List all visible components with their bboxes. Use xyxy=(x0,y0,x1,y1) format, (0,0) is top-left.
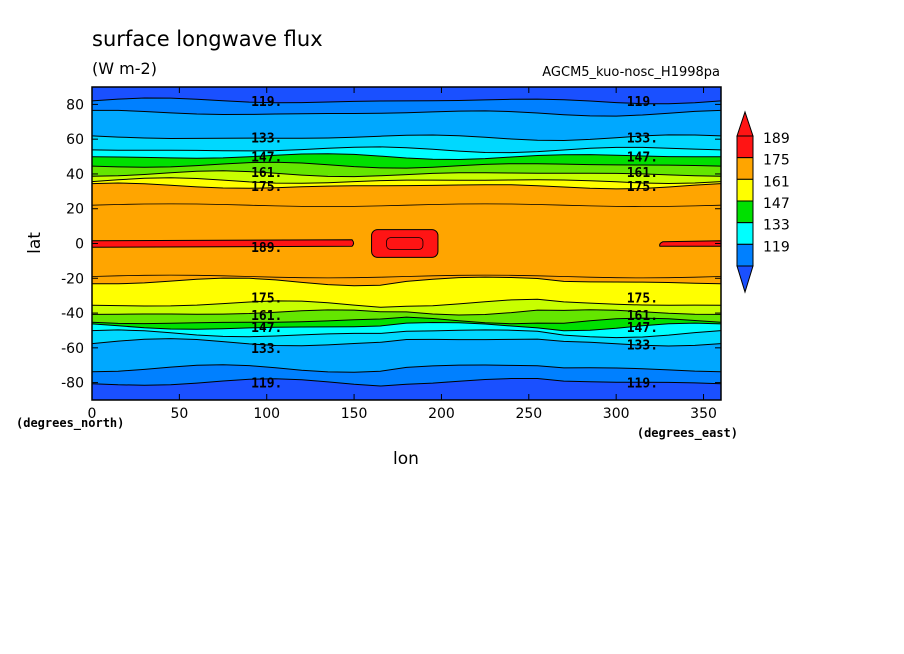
x-tick-label: 100 xyxy=(253,406,280,422)
contour-label: 189. xyxy=(251,241,282,256)
contour-label: 161. xyxy=(251,309,282,324)
contour-label: 133. xyxy=(251,342,282,357)
contour-line xyxy=(92,378,721,387)
contour-line xyxy=(92,97,721,105)
contour-line xyxy=(92,161,721,169)
contour-line xyxy=(92,109,721,117)
contour-label: 175. xyxy=(627,291,658,306)
colorbar-label: 147 xyxy=(763,196,790,212)
colorbar-label: 133 xyxy=(763,218,790,234)
colorbar-label: 189 xyxy=(763,131,790,147)
colorbar: 189 175 161 147 133 119 xyxy=(736,110,790,294)
colorbar-label: 119 xyxy=(763,239,790,255)
x-tick-label: 350 xyxy=(690,406,717,422)
run-label: AGCM5_kuo-nosc_H1998pa xyxy=(542,65,720,80)
contour-label: 119. xyxy=(627,377,658,392)
y-units-label: (degrees_north) xyxy=(16,416,124,431)
contour-fill xyxy=(92,87,721,400)
colorbar-above-arrow xyxy=(736,110,754,137)
contour-label: 119. xyxy=(627,95,658,110)
band-fill-south xyxy=(92,378,721,400)
y-tick-label: 80 xyxy=(66,97,84,113)
contour-label: 175. xyxy=(251,291,282,306)
maximum-region xyxy=(659,240,721,247)
contour-line xyxy=(92,177,721,185)
y-tick-label: -80 xyxy=(61,376,84,392)
x-tick-label: 200 xyxy=(428,406,455,422)
colorbar-segment xyxy=(736,200,754,224)
y-tick-label: 0 xyxy=(75,237,84,253)
y-tick-label: -60 xyxy=(61,341,84,357)
y-axis: -80 -60 -40 -20 0 20 40 60 80 xyxy=(61,97,721,392)
contour-line xyxy=(92,321,721,332)
contour-line xyxy=(92,316,721,325)
contour-lines xyxy=(92,97,721,387)
contour-line xyxy=(92,274,721,279)
contour-line xyxy=(92,146,721,154)
x-tick-label: 150 xyxy=(341,406,368,422)
colorbar-segment xyxy=(736,222,754,245)
contour-label: 161. xyxy=(251,166,282,181)
x-tick-label: 50 xyxy=(170,406,188,422)
contour-line xyxy=(92,338,721,347)
contour-line xyxy=(92,298,721,308)
contour-line xyxy=(92,170,721,178)
contour-line xyxy=(92,329,721,339)
contour-line xyxy=(92,364,721,373)
contour-label: 147. xyxy=(627,151,658,166)
contour-line xyxy=(92,309,721,316)
x-axis-label: lon xyxy=(393,449,419,469)
contour-line xyxy=(92,153,721,161)
contour-label: 133. xyxy=(251,131,282,146)
contour-label: 147. xyxy=(251,151,282,166)
contour-line xyxy=(92,203,721,208)
contour-label: 161. xyxy=(627,166,658,181)
colorbar-below-arrow xyxy=(736,265,754,294)
colorbar-segment xyxy=(736,157,754,180)
contour-label: 175. xyxy=(627,180,658,195)
contour-label: 147. xyxy=(251,321,282,336)
chart-units: (W m-2) xyxy=(92,59,157,78)
contour-label: 133. xyxy=(627,131,658,146)
contour-label: 119. xyxy=(251,95,282,110)
contour-label: 119. xyxy=(251,377,282,392)
contour-label: 175. xyxy=(251,180,282,195)
x-tick-label: 250 xyxy=(515,406,542,422)
y-axis-label: lat xyxy=(25,232,45,254)
colorbar-segment xyxy=(736,178,754,202)
maximum-region xyxy=(371,229,439,258)
x-tick-label: 0 xyxy=(88,406,97,422)
contour-line xyxy=(92,276,721,287)
y-tick-label: -20 xyxy=(61,271,84,287)
colorbar-label: 175 xyxy=(763,153,790,169)
contour-label: 147. xyxy=(627,321,658,336)
contour-label: 133. xyxy=(627,338,658,353)
x-tick-label: 300 xyxy=(603,406,630,422)
x-units-label: (degrees_east) xyxy=(637,426,738,441)
colorbar-segment xyxy=(736,243,754,267)
contour-labels: 119.133.147.161.175.189.175.161.147.133.… xyxy=(251,95,658,392)
y-tick-label: 40 xyxy=(66,167,84,183)
colorbar-label: 161 xyxy=(763,174,790,190)
maximum-region xyxy=(92,239,355,248)
x-axis: 0 50 100 150 200 250 300 350 xyxy=(88,87,717,422)
maximum-inner xyxy=(386,237,424,250)
chart-title: surface longwave flux xyxy=(92,27,323,51)
contour-line xyxy=(92,134,721,142)
colorbar-segment xyxy=(736,135,754,159)
y-tick-label: -40 xyxy=(61,306,84,322)
y-tick-label: 20 xyxy=(66,202,84,218)
y-tick-label: 60 xyxy=(66,132,84,148)
contour-line xyxy=(92,182,721,190)
contour-label: 161. xyxy=(627,309,658,324)
